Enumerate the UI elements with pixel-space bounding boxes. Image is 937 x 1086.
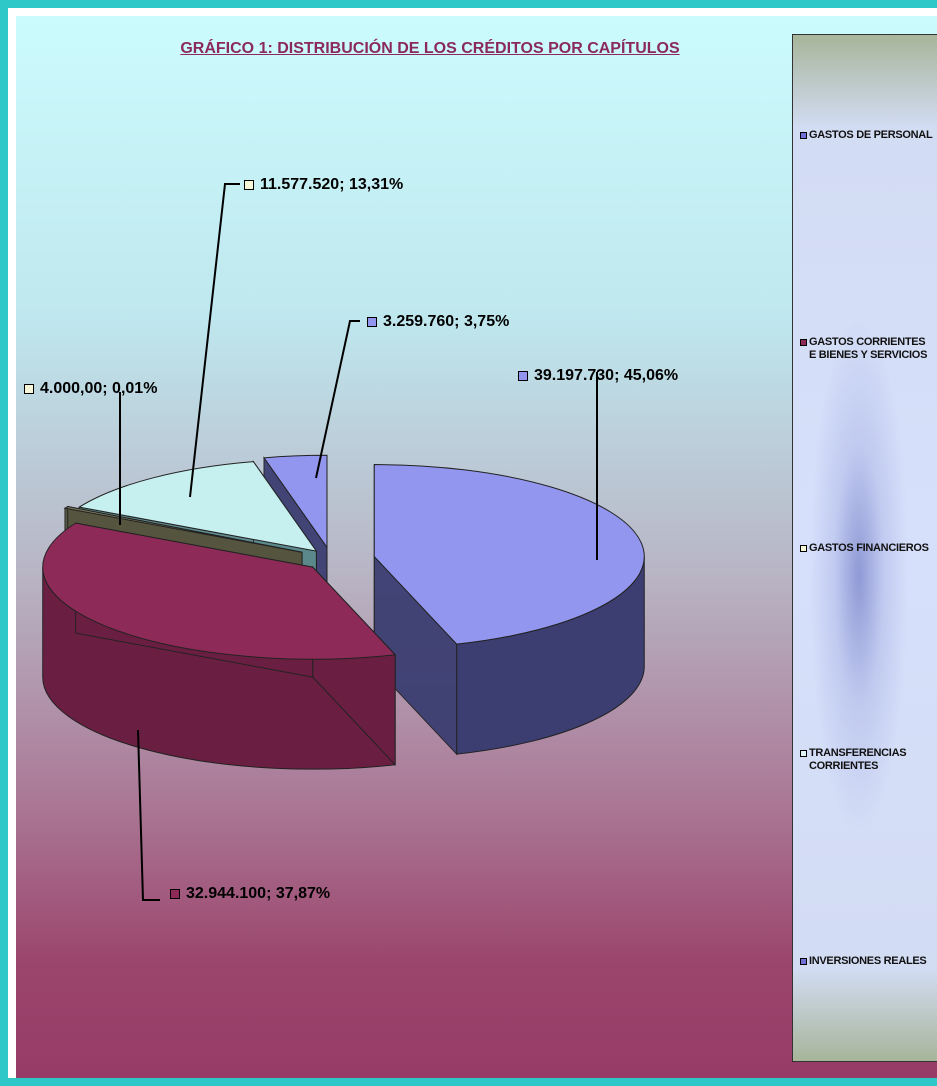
legend-swatch <box>800 750 807 757</box>
pie-slice-bienes <box>42 522 397 660</box>
legend-swatch <box>800 339 807 346</box>
pie-slice-inversiones <box>263 454 328 549</box>
legend-swatch <box>800 132 807 139</box>
legend-label: GASTOS CORRIENTES E BIENES Y SERVICIOS <box>809 336 928 361</box>
legend-item-personal: GASTOS DE PERSONAL <box>800 129 937 142</box>
leader-line-transferencias <box>189 183 240 498</box>
legend-label: INVERSIONES REALES <box>809 955 927 967</box>
data-label-text: 3.259.760; 3,75% <box>383 313 510 330</box>
data-label-swatch <box>244 180 254 190</box>
data-label-transferencias: 11.577.520; 13,31% <box>244 176 403 194</box>
legend-item-financieros: GASTOS FINANCIEROS <box>800 542 937 555</box>
legend <box>792 34 937 1062</box>
data-label-text: 32.944.100; 37,87% <box>186 885 331 902</box>
legend-label: GASTOS FINANCIEROS <box>809 542 929 554</box>
data-label-swatch <box>518 371 528 381</box>
pie-slice-personal <box>373 464 645 645</box>
data-label-bienes: 32.944.100; 37,87% <box>170 885 330 903</box>
pie-slice-financieros <box>63 505 303 553</box>
data-label-personal: 39.197.730; 45,06% <box>518 367 678 385</box>
legend-item-bienes: GASTOS CORRIENTES E BIENES Y SERVICIOS <box>800 336 929 362</box>
data-label-swatch <box>24 384 34 394</box>
pie-slice-transferencias <box>77 461 318 552</box>
data-label-inversiones: 3.259.760; 3,75% <box>367 313 509 331</box>
chart-title: GRÁFICO 1: DISTRIBUCIÓN DE LOS CRÉDITOS … <box>180 40 680 57</box>
legend-label: GASTOS DE PERSONAL <box>809 129 933 141</box>
legend-swatch <box>800 958 807 965</box>
legend-item-transferencias: TRANSFERENCIAS CORRIENTES <box>800 747 907 773</box>
data-label-swatch <box>367 317 377 327</box>
data-label-text: 4.000,00; 0,01% <box>40 380 158 397</box>
data-label-financieros: 4.000,00; 0,01% <box>24 380 157 398</box>
legend-item-inversiones: INVERSIONES REALES <box>800 955 937 968</box>
legend-label: TRANSFERENCIAS CORRIENTES <box>809 747 907 772</box>
legend-glow <box>809 315 909 835</box>
leader-line-inversiones <box>315 320 360 479</box>
leader-line-bienes <box>137 729 160 901</box>
data-label-text: 11.577.520; 13,31% <box>260 176 404 193</box>
data-label-text: 39.197.730; 45,06% <box>534 367 679 384</box>
legend-swatch <box>800 545 807 552</box>
data-label-swatch <box>170 889 180 899</box>
